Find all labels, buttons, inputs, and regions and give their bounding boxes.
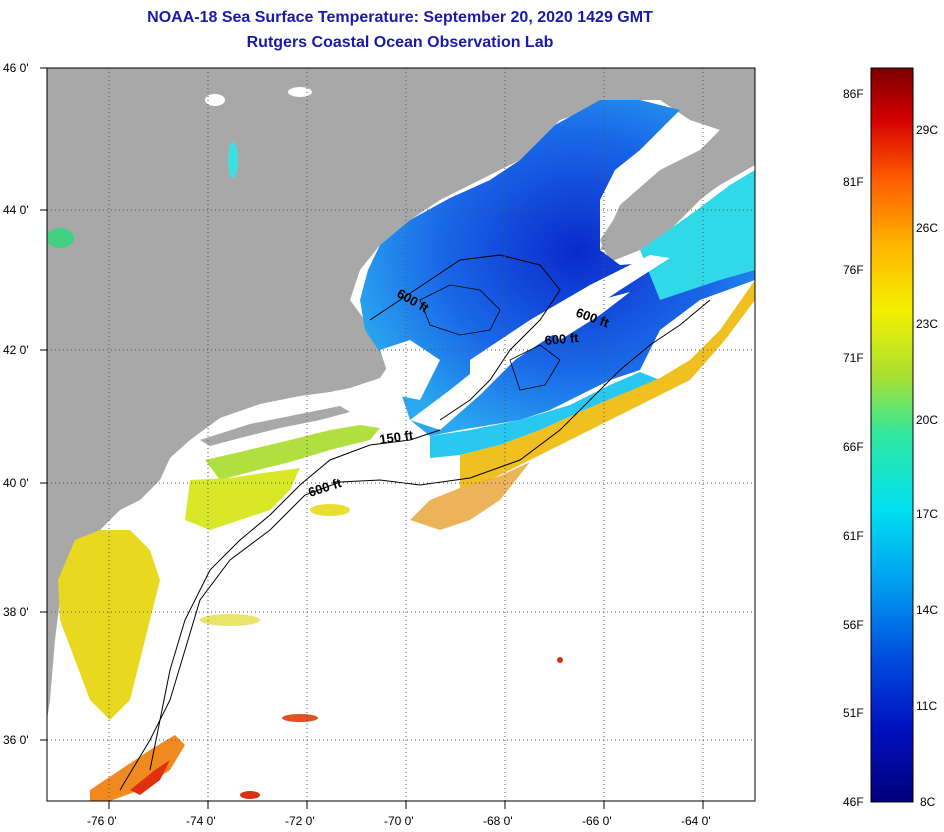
sst-warm-orange [410, 462, 530, 530]
colorbar-label-17c: 17C [916, 507, 938, 521]
lat-label-40: 40 0' [3, 476, 29, 490]
cloud-streak [380, 340, 440, 400]
lat-label-42: 42 0' [3, 343, 29, 357]
contour-line-gom-inner [509, 344, 561, 391]
map-frame [46, 67, 756, 802]
map-subtitle: Rutgers Coastal Ocean Observation Lab [246, 34, 554, 51]
colorbar-label-61f: 61F [843, 529, 864, 543]
contour-line-gom-inner [419, 284, 501, 336]
colorbar-label-29c: 29C [916, 123, 938, 137]
long-island [200, 406, 350, 446]
lon-label-68: -68 0' [483, 814, 513, 828]
lat-label-46: 46 0' [3, 61, 29, 75]
colorbar-label-46f: 46F [843, 795, 864, 809]
lake [228, 142, 238, 178]
lon-label-64: -64 0' [681, 814, 711, 828]
lon-label-66: -66 0' [582, 814, 612, 828]
map-title: NOAA-18 Sea Surface Temperature: Septemb… [147, 9, 653, 26]
sst-hatteras-red [130, 760, 170, 795]
sst-mid-atlantic-shelf [205, 425, 380, 480]
lake [288, 87, 312, 97]
colorbar-label-56f: 56F [843, 618, 864, 632]
sst-gulf-stream [460, 280, 755, 488]
sst-patch [240, 791, 260, 799]
contour-label-150ft: 150 ft [378, 427, 414, 447]
colorbar-label-76f: 76F [843, 263, 864, 277]
sst-patch [310, 504, 350, 516]
colorbar-label-11c: 11C [916, 699, 937, 713]
lat-label-38: 38 0' [3, 605, 29, 619]
sst-patch [200, 614, 260, 626]
contour-line-600ft [119, 299, 711, 791]
sst-patch [282, 714, 318, 722]
tick-marks [40, 67, 704, 809]
lake-erie [47, 228, 74, 248]
contour-line-gom [369, 254, 561, 421]
colorbar-label-8c: 8C [920, 795, 936, 809]
colorbar-label-66f: 66F [843, 440, 864, 454]
sst-cape-hatteras [90, 735, 185, 801]
colorbar-label-26c: 26C [916, 221, 938, 235]
lat-label-44: 44 0' [3, 203, 29, 217]
sst-patch [557, 657, 563, 663]
colorbar-label-20c: 20C [916, 413, 938, 427]
land-mass [47, 68, 755, 720]
lat-label-36: 36 0' [3, 733, 29, 747]
colorbar-label-81f: 81F [843, 175, 864, 189]
colorbar-label-71f: 71F [843, 351, 864, 365]
lon-label-72: -72 0' [285, 814, 315, 828]
sst-shelf-cyan [430, 372, 660, 458]
colorbar-label-14c: 14C [916, 603, 938, 617]
contour-label-600ft-gb: 600 ft [544, 330, 580, 348]
lon-label-74: -74 0' [186, 814, 216, 828]
contour-line-150ft [149, 429, 441, 771]
lon-label-70: -70 0' [384, 814, 414, 828]
cloud-streak [410, 350, 520, 430]
lake [205, 94, 225, 106]
nova-scotia [600, 135, 755, 250]
colorbar-label-23c: 23C [916, 317, 938, 331]
colorbar-label-86f: 86F [843, 87, 864, 101]
cloud-streak [545, 292, 630, 340]
colorbar-label-51f: 51F [843, 706, 864, 720]
sst-scotian-shelf [640, 170, 755, 300]
sst-gulf-of-maine [360, 100, 755, 436]
lon-label-76: -76 0' [87, 814, 117, 828]
colorbar [870, 67, 914, 803]
